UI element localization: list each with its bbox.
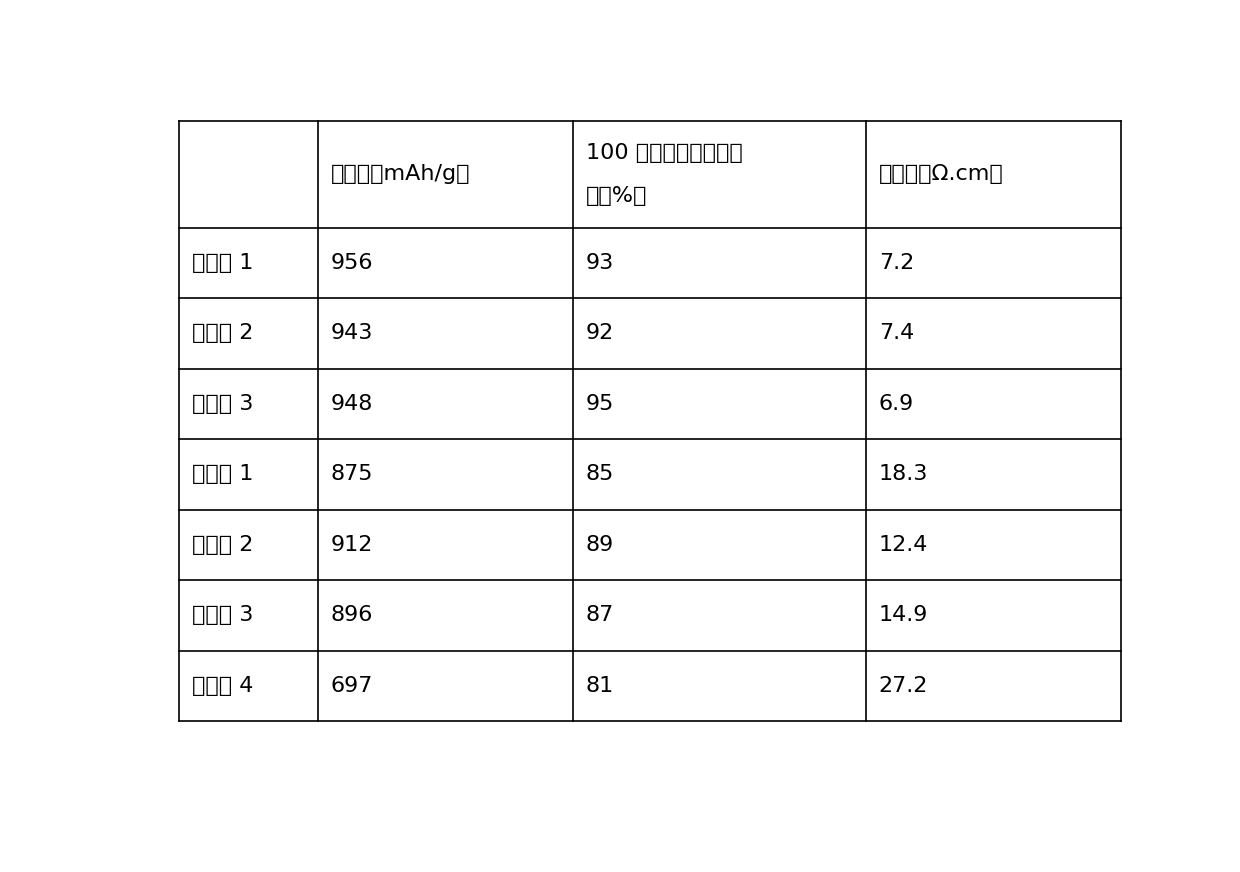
Text: 85: 85 [585, 464, 614, 484]
Text: 697: 697 [331, 676, 373, 696]
Text: 87: 87 [585, 605, 614, 625]
Text: 95: 95 [585, 394, 614, 414]
Text: 实施例 1: 实施例 1 [191, 253, 253, 273]
Text: 100 次循环后容量保持: 100 次循环后容量保持 [585, 143, 743, 163]
Text: 896: 896 [331, 605, 373, 625]
Text: 875: 875 [331, 464, 373, 484]
Text: 对比例 2: 对比例 2 [191, 535, 253, 555]
Text: 943: 943 [331, 324, 373, 344]
Text: 7.4: 7.4 [879, 324, 914, 344]
Text: 比容量（mAh/g）: 比容量（mAh/g） [331, 165, 470, 185]
Text: 92: 92 [585, 324, 614, 344]
Text: 对比例 1: 对比例 1 [191, 464, 253, 484]
Text: 电阻率（Ω.cm）: 电阻率（Ω.cm） [879, 165, 1003, 185]
Text: 12.4: 12.4 [879, 535, 928, 555]
Text: 89: 89 [585, 535, 614, 555]
Text: 实施例 3: 实施例 3 [191, 394, 253, 414]
Text: 18.3: 18.3 [879, 464, 928, 484]
Text: 7.2: 7.2 [879, 253, 914, 273]
Text: 6.9: 6.9 [879, 394, 914, 414]
Text: 对比例 3: 对比例 3 [191, 605, 253, 625]
Text: 14.9: 14.9 [879, 605, 928, 625]
Text: 956: 956 [331, 253, 373, 273]
Text: 实施例 2: 实施例 2 [191, 324, 253, 344]
Text: 81: 81 [585, 676, 614, 696]
Text: 912: 912 [331, 535, 373, 555]
Text: 948: 948 [331, 394, 373, 414]
Text: 27.2: 27.2 [879, 676, 928, 696]
Text: 93: 93 [585, 253, 614, 273]
Text: 率（%）: 率（%） [585, 186, 647, 206]
Text: 对比例 4: 对比例 4 [191, 676, 253, 696]
